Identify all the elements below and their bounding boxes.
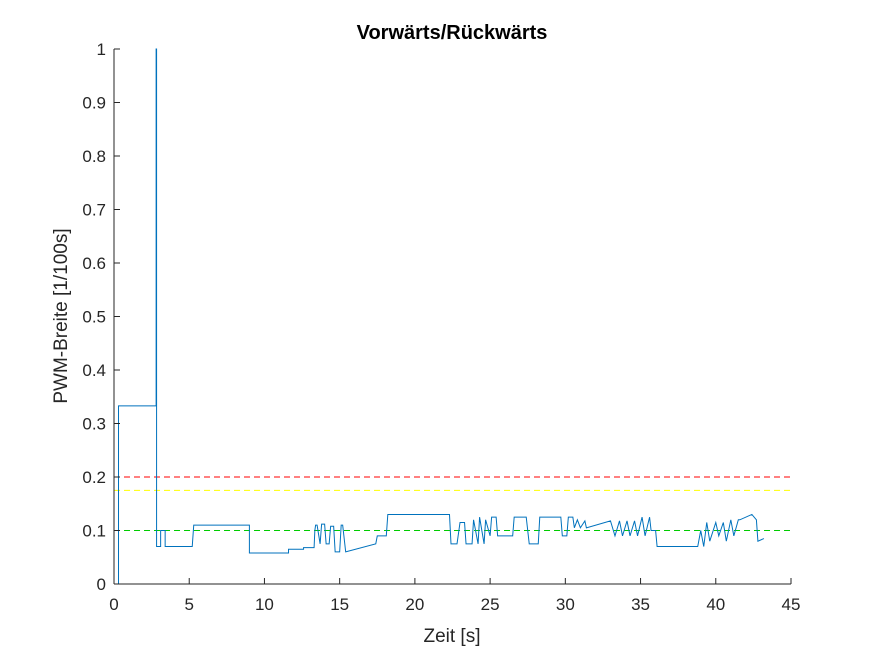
series-lines (114, 48, 765, 585)
y-tick-label: 0.4 (82, 361, 106, 380)
axes (113, 49, 791, 585)
y-tick-label: 0.8 (82, 147, 106, 166)
x-tick-label: 40 (706, 595, 725, 614)
x-tick-label: 30 (556, 595, 575, 614)
x-tick-label: 20 (405, 595, 424, 614)
x-tick-label: 5 (184, 595, 193, 614)
y-tick-label: 0 (97, 575, 106, 594)
y-ticks: 0 0.1 0.2 0.3 0.4 0.5 0.6 0.7 0.8 0.9 1 (82, 40, 120, 594)
x-tick-label: 0 (109, 595, 118, 614)
y-tick-label: 1 (97, 40, 106, 59)
y-tick-label: 0.5 (82, 308, 106, 327)
y-tick-label: 0.9 (82, 94, 106, 113)
x-ticks: 0 5 10 15 20 25 30 35 40 45 (109, 578, 800, 614)
series-line (114, 48, 765, 585)
x-tick-label: 10 (255, 595, 274, 614)
y-tick-label: 0.3 (82, 415, 106, 434)
threshold-lines (114, 476, 791, 531)
x-tick-label: 45 (782, 595, 801, 614)
y-axis-title: PWM-Breite [1/100s] (51, 228, 72, 403)
x-tick-label: 15 (330, 595, 349, 614)
x-axis-title: Zeit [s] (423, 626, 480, 647)
x-tick-label: 25 (481, 595, 500, 614)
y-tick-label: 0.7 (82, 201, 106, 220)
y-tick-label: 0.1 (82, 522, 106, 541)
y-tick-label: 0.2 (82, 468, 106, 487)
chart-title: Vorwärts/Rückwärts (357, 22, 548, 44)
x-tick-label: 35 (631, 595, 650, 614)
y-tick-label: 0.6 (82, 254, 106, 273)
